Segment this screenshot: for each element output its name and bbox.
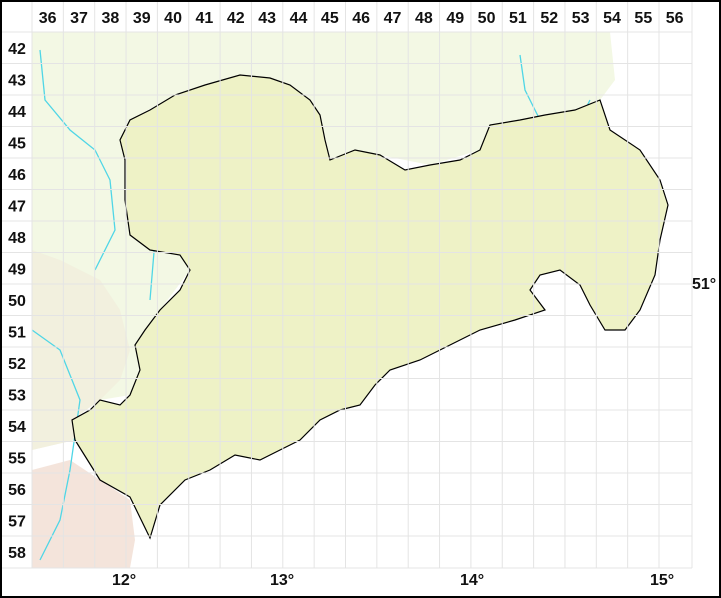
column-label: 42	[227, 10, 245, 27]
row-label: 47	[8, 198, 26, 215]
longitude-label: 14°	[460, 572, 484, 589]
row-labels: 42 43 44 45 46 47 48 49 50 51 52 53 54 55 56 57 58	[8, 41, 26, 562]
column-label: 49	[446, 10, 464, 27]
row-label: 43	[8, 72, 26, 89]
row-label: 58	[8, 545, 26, 562]
row-label: 50	[8, 293, 26, 310]
column-label: 39	[133, 10, 151, 27]
row-label: 46	[8, 167, 26, 184]
row-label: 48	[8, 230, 26, 247]
outside-region-west	[32, 250, 130, 450]
row-label: 45	[8, 135, 26, 152]
row-label: 42	[8, 41, 26, 58]
column-label: 47	[384, 10, 402, 27]
column-label: 36	[39, 10, 57, 27]
column-labels: 36 37 38 39 40 41 42 43 44 45 46 47 48 49 50 51 52 53 54 55…	[39, 10, 684, 27]
column-label: 56	[666, 10, 684, 27]
row-label: 57	[8, 513, 26, 530]
column-label: 45	[321, 10, 339, 27]
row-label: 55	[8, 450, 26, 467]
row-label: 44	[8, 104, 26, 121]
latitude-label: 51°	[692, 276, 716, 293]
row-label: 52	[8, 356, 26, 373]
column-label: 44	[290, 10, 308, 27]
column-label: 48	[415, 10, 433, 27]
row-label: 53	[8, 387, 26, 404]
column-label: 55	[634, 10, 652, 27]
column-label: 52	[540, 10, 558, 27]
column-label: 37	[70, 10, 88, 27]
column-label: 53	[572, 10, 590, 27]
outside-region-north	[32, 32, 615, 450]
row-label: 51	[8, 324, 26, 341]
column-label: 50	[478, 10, 496, 27]
column-label: 40	[164, 10, 182, 27]
row-label: 56	[8, 482, 26, 499]
longitude-label: 15°	[650, 572, 674, 589]
column-label: 46	[352, 10, 370, 27]
column-label: 41	[196, 10, 214, 27]
column-label: 54	[603, 10, 621, 27]
row-label: 54	[8, 419, 26, 436]
grid-lines	[2, 2, 693, 569]
column-label: 51	[509, 10, 527, 27]
longitude-label: 12°	[112, 572, 136, 589]
outside-region-southwest	[32, 460, 135, 568]
column-label: 43	[258, 10, 276, 27]
row-label: 49	[8, 261, 26, 278]
longitude-label: 13°	[270, 572, 294, 589]
column-label: 38	[101, 10, 119, 27]
